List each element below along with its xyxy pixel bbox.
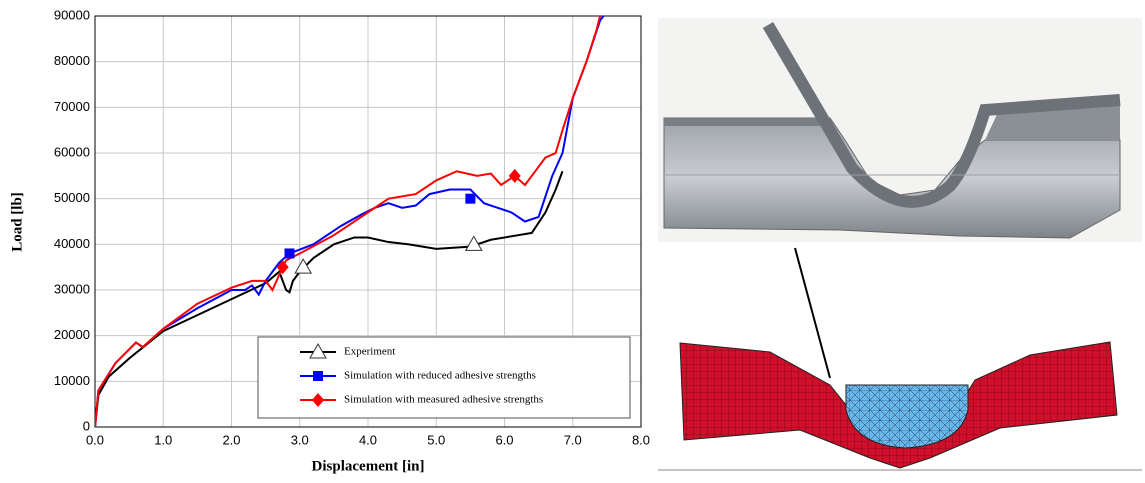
marker (465, 194, 475, 204)
y-tick-label: 30000 (54, 281, 90, 296)
x-tick-label: 6.0 (495, 432, 513, 447)
x-tick-label: 4.0 (359, 432, 377, 447)
specimen-photo (658, 18, 1142, 242)
y-tick-label: 0 (83, 418, 90, 433)
marker (295, 259, 311, 273)
y-tick-label: 70000 (54, 99, 90, 114)
legend: Experiment Simulation with reduced adhesi… (258, 337, 630, 418)
y-tick-label: 60000 (54, 144, 90, 159)
legend-label: Simulation with reduced adhesive strengt… (344, 370, 536, 382)
x-tick-label: 1.0 (154, 432, 172, 447)
x-axis-title: Displacement [in] (312, 458, 425, 474)
y-tick-label: 90000 (54, 7, 90, 22)
marker (313, 371, 323, 381)
x-tick-label: 7.0 (564, 432, 582, 447)
x-tick-label: 8.0 (632, 432, 650, 447)
y-tick-label: 50000 (54, 190, 90, 205)
x-tick-label: 3.0 (291, 432, 309, 447)
y-tick-label: 10000 (54, 373, 90, 388)
legend-label: Experiment (344, 346, 395, 358)
legend-label: Simulation with measured adhesive streng… (344, 394, 543, 406)
y-tick-label: 20000 (54, 327, 90, 342)
x-tick-label: 5.0 (427, 432, 445, 447)
x-tick-label: 0.0 (86, 432, 104, 447)
y-tick-label: 40000 (54, 236, 90, 251)
x-tick-label: 2.0 (222, 432, 240, 447)
figure: 0 10000 20000 30000 40000 50000 60000 70000 8000… (0, 0, 1145, 483)
y-axis-title: Load [lb] (9, 192, 25, 252)
y-tick-label: 80000 (54, 53, 90, 68)
marker (285, 248, 295, 258)
plot-area: 0 10000 20000 30000 40000 50000 60000 70000 8000… (54, 7, 650, 447)
fe-mesh (658, 248, 1142, 470)
